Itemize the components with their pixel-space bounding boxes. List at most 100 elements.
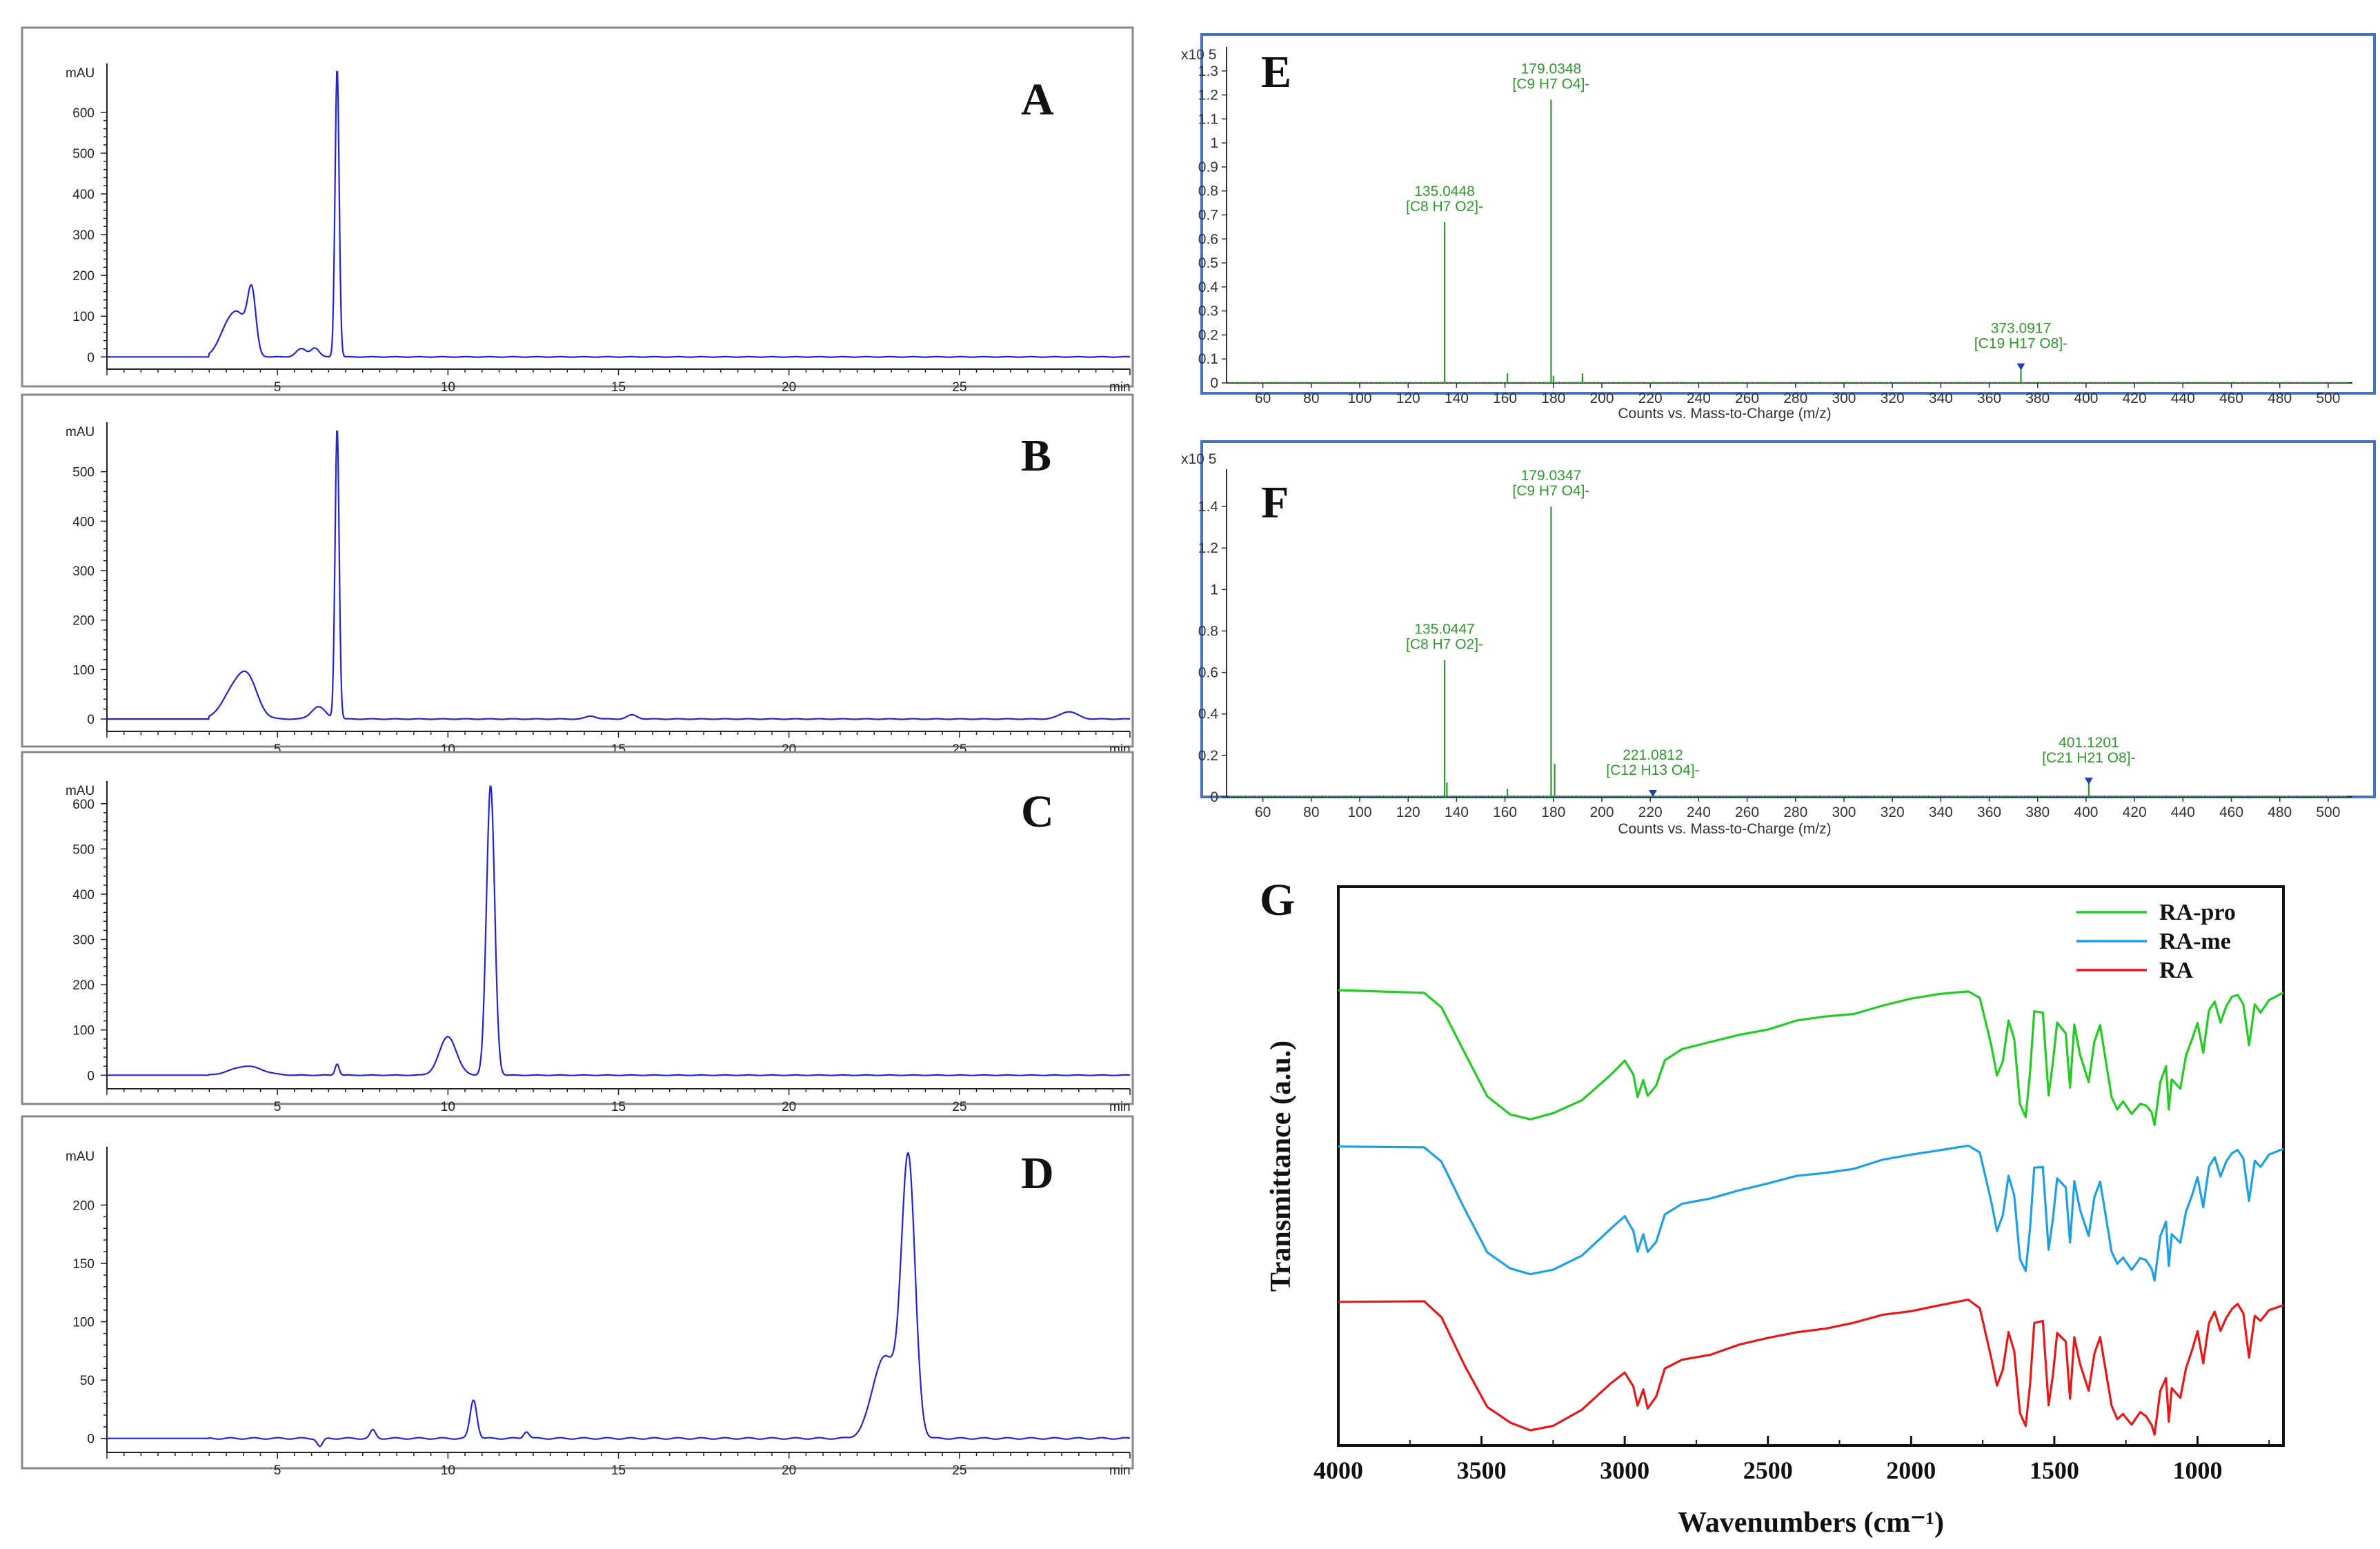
x-axis-unit: min <box>1109 1100 1131 1114</box>
y-tick-label: 1.1 <box>1198 111 1218 127</box>
y-tick-label: 500 <box>72 147 95 161</box>
x-tick-label: 60 <box>1255 805 1271 820</box>
legend-label: RA <box>2159 958 2194 983</box>
y-axis-unit: mAU <box>66 784 95 798</box>
x-tick-label: 4000 <box>1313 1457 1363 1484</box>
x-tick-label: 160 <box>1493 805 1517 820</box>
x-tick-label: 20 <box>782 380 796 395</box>
y-tick-label: 0 <box>1210 789 1218 805</box>
x-tick-label: 300 <box>1832 391 1856 406</box>
ms-panel-e: x10 5 E Counts vs. Mass-to-Charge (m/z) … <box>1181 33 2376 422</box>
peak-marker-icon <box>2016 363 2025 371</box>
panel-letter: E <box>1261 47 1291 97</box>
peak-mz-label: 373.0917 <box>1991 321 2052 337</box>
y-tick-label: 200 <box>72 978 95 993</box>
x-tick-label: 80 <box>1303 805 1319 820</box>
x-tick-label: 500 <box>2316 391 2340 406</box>
y-tick-label: 400 <box>72 515 95 529</box>
peak-formula-label: [C8 H7 O2]- <box>1406 637 1483 653</box>
x-tick-label: 25 <box>952 1463 966 1478</box>
x-tick-label: 280 <box>1783 391 1807 406</box>
x-tick-label: 5 <box>274 380 281 395</box>
y-tick-label: 150 <box>72 1257 95 1272</box>
y-tick-label: 0.4 <box>1198 279 1219 295</box>
peak-formula-label: [C12 H13 O4]- <box>1606 762 1699 778</box>
y-tick-label: 200 <box>72 1199 95 1214</box>
x-tick-label: 480 <box>2268 391 2292 406</box>
y-tick-label: 500 <box>72 466 95 480</box>
x-tick-label: 1000 <box>2172 1457 2222 1484</box>
peak-formula-label: [C19 H17 O8]- <box>1974 336 2067 352</box>
y-tick-label: 1 <box>1210 582 1218 598</box>
noise-baseline <box>1229 795 2347 797</box>
x-tick-label: 100 <box>1348 391 1372 406</box>
x-tick-label: 10 <box>441 380 455 395</box>
y-tick-label: 100 <box>72 663 95 678</box>
y-tick-label: 100 <box>72 310 95 324</box>
y-tick-label: 0.5 <box>1198 255 1218 271</box>
x-tick-label: 400 <box>2074 391 2098 406</box>
x-tick-label: 340 <box>1929 805 1953 820</box>
y-tick-label: 0.3 <box>1198 304 1218 319</box>
x-tick-label: 1500 <box>2030 1457 2079 1484</box>
y-tick-label: 0 <box>87 351 95 365</box>
panel-frame <box>21 26 1134 388</box>
y-axis-unit: mAU <box>66 1150 95 1164</box>
x-tick-label: 10 <box>441 1100 455 1114</box>
panel-letter: B <box>1021 431 1051 481</box>
panel-letter: A <box>1021 75 1054 125</box>
x-tick-label: 180 <box>1541 391 1565 406</box>
x-tick-label: 440 <box>2171 391 2195 406</box>
x-tick-label: 180 <box>1541 805 1565 820</box>
peak-mz-label: 179.0347 <box>1521 468 1582 484</box>
legend-label: RA-pro <box>2159 900 2236 925</box>
panel-frame <box>21 751 1134 1105</box>
x-tick-label: 280 <box>1783 805 1807 820</box>
y-tick-label: 600 <box>72 798 95 812</box>
spectrum-line-ra <box>1338 1299 2284 1436</box>
x-tick-label: 200 <box>1589 805 1614 820</box>
y-axis-title: Transmittance (a.u.) <box>1265 1040 1297 1292</box>
y-tick-label: 500 <box>72 842 95 857</box>
x-tick-label: 140 <box>1445 391 1469 406</box>
y-tick-label: 0.1 <box>1198 351 1218 367</box>
y-tick-label: 200 <box>72 269 95 284</box>
y-tick-label: 0 <box>1210 375 1218 391</box>
x-tick-label: 460 <box>2219 391 2243 406</box>
peak-mz-label: 135.0448 <box>1414 184 1475 199</box>
x-tick-label: 10 <box>441 1463 455 1478</box>
x-tick-label: 360 <box>1977 391 2001 406</box>
x-tick-label: 2000 <box>1886 1457 1936 1484</box>
x-tick-label: 25 <box>952 380 966 395</box>
y-tick-label: 50 <box>80 1374 95 1388</box>
spectrum-line-ra-pro <box>1338 989 2284 1126</box>
x-tick-label: 320 <box>1881 391 1905 406</box>
peak-formula-label: [C9 H7 O4]- <box>1512 77 1589 92</box>
peak-mz-label: 135.0447 <box>1414 622 1475 638</box>
x-tick-label: 200 <box>1589 391 1614 406</box>
y-tick-label: 1.4 <box>1198 499 1219 515</box>
peak-mz-label: 221.0812 <box>1623 747 1683 763</box>
x-tick-label: 240 <box>1687 805 1711 820</box>
x-tick-label: 3000 <box>1600 1457 1649 1484</box>
y-tick-label: 300 <box>72 564 95 579</box>
x-tick-label: 15 <box>611 1100 626 1114</box>
peak-marker-icon <box>2084 777 2093 785</box>
ftir-panel-g: G Wavenumbers (cm⁻¹) Transmittance (a.u.… <box>1260 875 2285 1539</box>
hplc-panel-a: mAU A 5 10 15 20 25 min 0 100 200 300 400 500 600 <box>21 26 1134 395</box>
y-tick-label: 300 <box>72 934 95 948</box>
x-tick-label: 5 <box>274 742 281 757</box>
x-tick-label: 420 <box>2123 391 2147 406</box>
hplc-panel-c: mAU C 5 10 15 20 25 min 0 100 200 300 400 500 600 <box>21 751 1134 1114</box>
x-tick-label: 420 <box>2123 805 2147 820</box>
y-tick-label: 1.2 <box>1198 88 1218 103</box>
y-tick-label: 0 <box>87 1069 95 1083</box>
x-axis-title: Wavenumbers (cm⁻¹) <box>1678 1507 1944 1539</box>
x-tick-label: 120 <box>1396 391 1420 406</box>
x-tick-label: 80 <box>1303 391 1319 406</box>
y-axis-unit: mAU <box>66 66 95 81</box>
ms-panel-f: x10 5 F Counts vs. Mass-to-Charge (m/z) … <box>1181 440 2376 837</box>
spectrum-line-ra-me <box>1338 1144 2284 1282</box>
